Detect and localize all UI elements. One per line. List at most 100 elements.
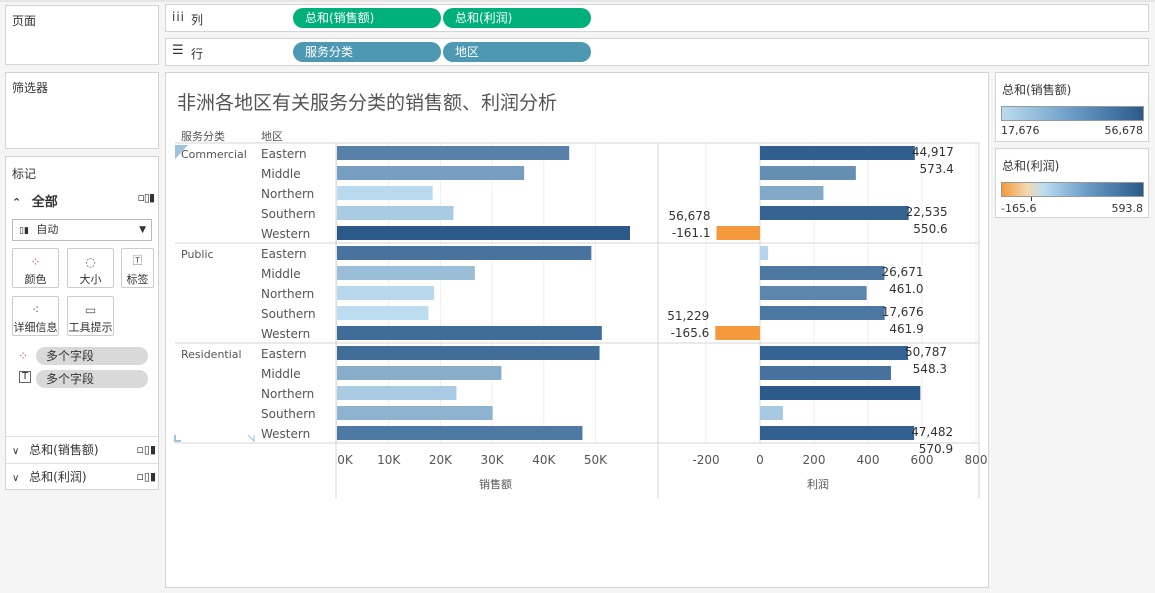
region-label: Eastern bbox=[261, 147, 307, 161]
viz-panel: Commercial Eastern Middle Northern Southern W… bbox=[165, 72, 989, 588]
pages-card-title: 页面 bbox=[12, 14, 37, 28]
data-label-sales: 51,229 bbox=[667, 309, 709, 323]
marks-section-sales[interactable]: ∨ 总和(销售额) ▫▯▮ bbox=[12, 437, 164, 463]
profit-legend-gradient bbox=[1001, 182, 1144, 197]
viz-svg: Commercial Eastern Middle Northern Southern W… bbox=[174, 142, 988, 498]
color-button[interactable]: ⁘ 颜色 bbox=[12, 248, 59, 288]
profit-bar bbox=[760, 306, 885, 320]
region-label: Eastern bbox=[261, 247, 307, 261]
profit-bar bbox=[716, 226, 760, 240]
data-label-profit: 573.4 bbox=[919, 162, 953, 176]
detail-button-label: 详细信息 bbox=[13, 321, 58, 334]
filters-card[interactable]: 筛选器 bbox=[5, 72, 159, 149]
sales-bar bbox=[337, 166, 525, 180]
sales-bar bbox=[337, 146, 570, 160]
label-field-icon: T bbox=[19, 371, 31, 383]
mark-type-select[interactable]: ▯▮ 自动 ▼ bbox=[12, 219, 152, 241]
marks-all-label: 全部 bbox=[31, 195, 58, 210]
color-button-label: 颜色 bbox=[24, 273, 47, 286]
columns-shelf[interactable]: iii 列 总和(销售额) 总和(利润) bbox=[165, 4, 1149, 32]
profit-bar bbox=[760, 166, 856, 180]
rows-shelf-label: 行 bbox=[191, 47, 204, 61]
dropdown-arrow-icon: ▼ bbox=[139, 225, 146, 235]
label-field-text: 多个字段 bbox=[46, 372, 95, 386]
profit-bar bbox=[760, 266, 885, 280]
color-field-icon: ⁘ bbox=[18, 349, 29, 363]
marks-divider-1 bbox=[6, 436, 158, 437]
selection-corner-icon bbox=[247, 434, 255, 443]
data-label-profit: 461.9 bbox=[889, 322, 923, 336]
sales-legend-gradient bbox=[1001, 106, 1144, 121]
marks-card: 标记 ⌃ 全部 ▫▯▮ ▯▮ 自动 ▼ ⁘ 颜色 ◌ 大小 🅃 标签 ⁖ 详细信… bbox=[5, 156, 159, 490]
data-label-sales: 26,671 bbox=[881, 265, 923, 279]
profit-bar bbox=[760, 426, 915, 440]
detail-button[interactable]: ⁖ 详细信息 bbox=[12, 296, 59, 336]
columns-pill-sales[interactable]: 总和(销售额) bbox=[293, 8, 441, 28]
profit-tick-label: 600 bbox=[911, 453, 934, 467]
profit-tick-label: 0 bbox=[756, 453, 764, 467]
region-label: Southern bbox=[261, 307, 316, 321]
profit-bar bbox=[760, 406, 783, 420]
profit-bar bbox=[760, 286, 867, 300]
data-label-sales: 47,482 bbox=[911, 425, 953, 439]
region-label: Southern bbox=[261, 207, 316, 221]
chevron-down-icon: ∨ bbox=[12, 473, 20, 484]
data-label-sales: 56,678 bbox=[669, 209, 711, 223]
pages-card[interactable]: 页面 bbox=[5, 5, 159, 65]
row-header-category: 服务分类 bbox=[181, 130, 225, 143]
profit-tick-label: 200 bbox=[803, 453, 826, 467]
sales-tick-label: 30K bbox=[481, 453, 505, 467]
profit-tick-label: -200 bbox=[692, 453, 719, 467]
marks-section-sales-label: 总和(销售额) bbox=[29, 443, 99, 457]
profit-tick-label: 800 bbox=[965, 453, 988, 467]
sales-legend-min: 17,676 bbox=[1001, 124, 1040, 137]
profit-bar bbox=[760, 366, 891, 380]
profit-bar bbox=[760, 346, 909, 360]
profit-bar bbox=[760, 206, 909, 220]
region-label: Western bbox=[261, 227, 310, 241]
sales-bar bbox=[337, 266, 475, 280]
marks-all-row[interactable]: ⌃ 全部 ▫▯▮ bbox=[12, 191, 155, 211]
profit-tick-label: 400 bbox=[857, 453, 880, 467]
rows-pill-category-text: 服务分类 bbox=[305, 45, 354, 59]
columns-pill-profit[interactable]: 总和(利润) bbox=[443, 8, 591, 28]
mark-type-value: 自动 bbox=[36, 223, 59, 236]
sales-color-legend[interactable]: 总和(销售额) 17,676 56,678 bbox=[995, 72, 1149, 142]
size-button-label: 大小 bbox=[79, 273, 102, 286]
bar-chart-icon: ▫▯▮ bbox=[137, 191, 155, 204]
sales-tick-label: 10K bbox=[377, 453, 401, 467]
data-label-profit: -165.6 bbox=[671, 326, 710, 340]
label-button[interactable]: 🅃 标签 bbox=[121, 248, 154, 288]
marks-card-title: 标记 bbox=[12, 167, 37, 181]
region-label: Western bbox=[261, 427, 310, 441]
collapse-chevron-icon[interactable]: ⌃ bbox=[12, 196, 22, 209]
region-label: Western bbox=[261, 327, 310, 341]
x-axis-title-profit: 利润 bbox=[807, 478, 829, 491]
profit-legend-min: -165.6 bbox=[1001, 202, 1037, 215]
data-label-sales: 50,787 bbox=[905, 345, 947, 359]
profit-color-legend[interactable]: 总和(利润) -165.6 593.8 bbox=[995, 148, 1149, 218]
region-label: Northern bbox=[261, 387, 314, 401]
marks-section-profit[interactable]: ∨ 总和(利润) ▫▯▮ bbox=[12, 464, 164, 490]
rows-pill-category[interactable]: 服务分类 bbox=[293, 42, 441, 62]
columns-pill-sales-text: 总和(销售额) bbox=[305, 11, 375, 25]
x-axis-title-sales: 销售额 bbox=[479, 478, 512, 491]
tooltip-button[interactable]: ▭ 工具提示 bbox=[67, 296, 114, 336]
selection-corner-icon bbox=[174, 435, 181, 442]
chart-title: 非洲各地区有关服务分类的销售额、利润分析 bbox=[177, 92, 558, 114]
profit-bar bbox=[760, 246, 769, 260]
label-button-label: 标签 bbox=[126, 273, 149, 286]
sales-tick-label: 50K bbox=[584, 453, 608, 467]
region-label: Northern bbox=[261, 287, 314, 301]
sales-bar bbox=[337, 366, 502, 380]
label-field-pill[interactable]: 多个字段 bbox=[36, 370, 148, 388]
data-label-sales: 17,676 bbox=[882, 305, 924, 319]
size-button[interactable]: ◌ 大小 bbox=[67, 248, 114, 288]
rows-shelf[interactable]: ☰ 行 服务分类 地区 bbox=[165, 38, 1149, 66]
detail-dots-icon: ⁖ bbox=[31, 303, 40, 317]
region-label: Middle bbox=[261, 367, 301, 381]
rows-pill-region[interactable]: 地区 bbox=[443, 42, 591, 62]
region-label: Middle bbox=[261, 167, 301, 181]
sales-bar bbox=[337, 206, 454, 220]
color-field-pill[interactable]: 多个字段 bbox=[36, 347, 148, 365]
